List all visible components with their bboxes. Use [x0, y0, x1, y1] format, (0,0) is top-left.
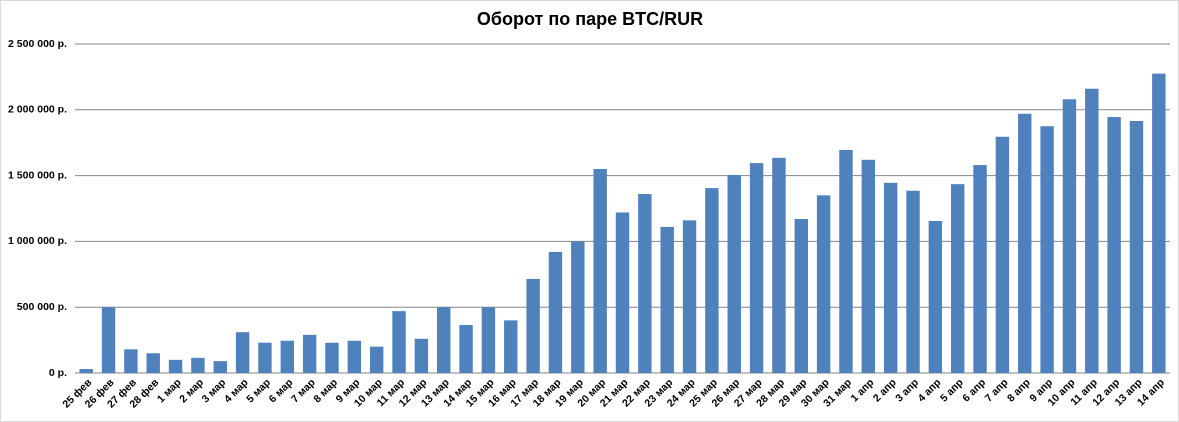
bar	[437, 307, 451, 373]
y-tick-label: 0 р.	[49, 367, 67, 379]
bar	[906, 190, 920, 373]
bar	[79, 369, 93, 373]
y-tick-label: 2 500 000 р.	[8, 38, 67, 50]
bar	[1040, 126, 1054, 373]
bar	[593, 169, 607, 373]
bar	[168, 359, 183, 373]
bar	[660, 226, 674, 373]
bar	[347, 340, 362, 373]
bar	[258, 342, 272, 373]
bar	[883, 182, 898, 373]
chart-title: Оборот по паре BTC/RUR	[477, 9, 703, 29]
y-tick-label: 1 500 000 р.	[8, 169, 67, 181]
bar	[571, 241, 585, 373]
bar	[861, 159, 876, 373]
bar	[459, 324, 473, 373]
bar	[1152, 73, 1166, 374]
bar	[302, 334, 317, 373]
bar	[727, 174, 741, 373]
bar	[816, 195, 831, 373]
bar	[995, 136, 1010, 373]
y-tick-label: 1 000 000 р.	[8, 235, 67, 247]
bar	[615, 212, 630, 373]
bar	[1107, 117, 1121, 374]
bar	[414, 338, 429, 373]
y-tick-label: 2 000 000 р.	[8, 104, 67, 116]
bar	[682, 220, 697, 373]
bar	[1085, 88, 1099, 373]
bar	[839, 149, 853, 373]
bar	[235, 332, 250, 373]
bar	[101, 307, 116, 373]
bar	[973, 165, 987, 373]
bar	[369, 346, 384, 373]
bar	[191, 357, 205, 373]
bar	[951, 184, 965, 373]
bar	[146, 353, 160, 373]
bar	[928, 221, 943, 373]
bar	[1129, 120, 1144, 374]
bar	[280, 340, 294, 373]
bar	[749, 163, 764, 373]
bar	[526, 278, 540, 373]
bar	[772, 157, 786, 373]
bar	[124, 349, 138, 373]
bar	[325, 342, 339, 373]
bar	[1062, 99, 1077, 373]
bar	[548, 251, 563, 373]
bar	[705, 188, 719, 373]
bar	[481, 307, 496, 373]
bar	[1018, 113, 1032, 374]
bar	[638, 194, 652, 373]
y-tick-label: 500 000 р.	[17, 301, 67, 313]
bar	[504, 320, 518, 373]
bar	[213, 361, 227, 373]
bar	[392, 311, 406, 373]
bar	[794, 219, 808, 373]
